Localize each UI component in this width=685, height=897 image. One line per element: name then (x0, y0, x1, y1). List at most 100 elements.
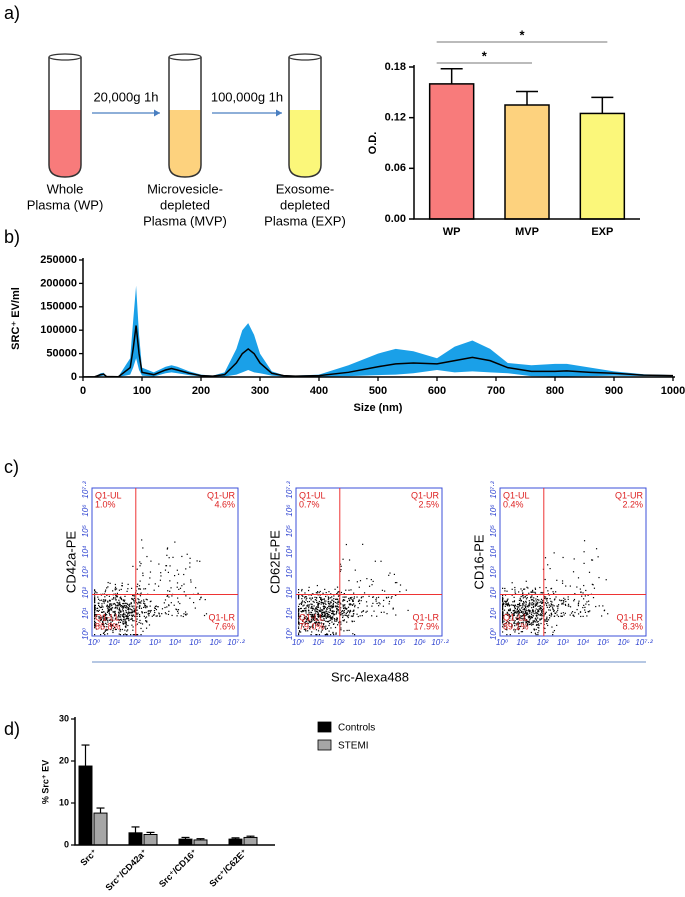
event-dot (544, 632, 546, 634)
event-dot (520, 595, 522, 598)
event-dot (591, 559, 594, 561)
y-tick-label: 0.06 (385, 162, 406, 174)
y-tick-label: 10⁴ (489, 545, 498, 558)
event-dot (317, 615, 320, 617)
event-dot (502, 612, 504, 614)
event-dot (513, 629, 515, 631)
bar (93, 812, 108, 846)
event-dot (544, 627, 546, 630)
event-dot (298, 605, 300, 608)
event-dot (316, 601, 318, 604)
event-dot (108, 609, 110, 612)
event-dot (583, 598, 585, 600)
event-dot (321, 627, 323, 629)
event-dot (317, 608, 319, 611)
event-dot (334, 613, 336, 615)
event-dot (342, 558, 344, 560)
event-dot (144, 604, 146, 606)
event-dot (540, 618, 542, 620)
event-dot (326, 633, 328, 635)
event-dot (534, 587, 536, 589)
event-dot (313, 613, 315, 615)
event-dot (326, 615, 328, 617)
event-dot (504, 625, 506, 627)
event-dot (328, 624, 330, 627)
event-dot (103, 602, 105, 604)
event-dot (511, 618, 514, 620)
event-dot (530, 624, 533, 626)
event-dot (342, 596, 344, 598)
event-dot (143, 611, 146, 614)
y-tick-label: 10 (59, 797, 69, 807)
event-dot (110, 623, 112, 625)
event-dot (199, 560, 201, 562)
event-dot (532, 606, 535, 608)
event-dot (132, 595, 134, 597)
event-dot (130, 618, 132, 620)
event-dot (502, 624, 504, 626)
event-dot (315, 621, 317, 623)
event-dot (118, 614, 120, 617)
event-dot (528, 616, 530, 619)
event-dot (114, 589, 116, 591)
event-dot (325, 612, 328, 614)
event-dot (510, 612, 513, 614)
event-dot (516, 624, 518, 626)
event-dot (311, 605, 313, 607)
event-dot (349, 609, 351, 612)
x-tick-label: 10¹ (109, 638, 121, 647)
event-dot (319, 622, 321, 624)
event-dot (320, 609, 322, 611)
event-dot (323, 615, 325, 617)
event-dot (342, 599, 344, 601)
event-dot (557, 607, 559, 609)
tube-label: Plasma (EXP) (264, 213, 346, 228)
event-dot (352, 610, 354, 612)
event-dot (298, 619, 300, 621)
event-dot (514, 612, 516, 614)
event-dot (343, 630, 345, 632)
event-dot (343, 604, 345, 606)
event-dot (542, 611, 544, 613)
event-dot (507, 603, 509, 605)
event-dot (514, 604, 516, 606)
event-dot (533, 621, 535, 623)
event-dot (531, 591, 533, 593)
event-dot (322, 601, 324, 604)
event-dot (305, 609, 307, 611)
event-dot (176, 569, 178, 571)
event-dot (322, 592, 324, 594)
event-dot (540, 622, 542, 625)
event-dot (548, 606, 551, 608)
plot-frame (295, 487, 443, 637)
x-tick-label: 1000 (661, 385, 685, 397)
event-dot (298, 624, 300, 626)
event-dot (553, 599, 556, 601)
event-dot (348, 579, 350, 582)
event-dot (337, 610, 339, 612)
event-dot (108, 606, 111, 608)
event-dot (308, 604, 310, 606)
event-dot (336, 592, 339, 594)
event-dot (94, 620, 96, 622)
event-dot (361, 611, 363, 613)
y-tick-label: 100000 (40, 324, 77, 336)
event-dot (597, 556, 599, 558)
event-dot (140, 622, 142, 624)
event-dot (180, 615, 182, 617)
event-dot (106, 633, 109, 635)
event-dot (535, 615, 538, 617)
event-dot (519, 625, 522, 628)
event-dot (141, 539, 143, 541)
event-dot (509, 615, 512, 617)
event-dot (530, 603, 532, 605)
event-dot (328, 613, 330, 616)
event-dot (111, 620, 114, 622)
bar (78, 765, 93, 846)
event-dot (319, 590, 321, 593)
event-dot (113, 611, 115, 613)
event-dot (520, 588, 522, 590)
event-dot (122, 614, 125, 616)
event-dot (142, 630, 144, 632)
event-dot (343, 599, 345, 601)
